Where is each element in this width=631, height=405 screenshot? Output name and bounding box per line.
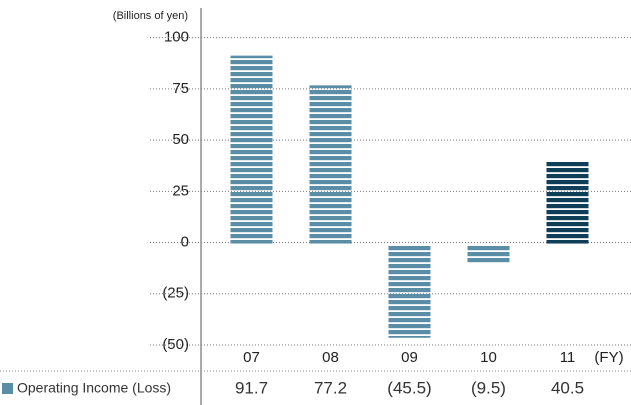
bar (388, 244, 431, 338)
y-tick-label: 75 (172, 80, 189, 97)
bar (230, 55, 273, 244)
x-tick-label: 10 (480, 349, 497, 366)
value-label: 91.7 (235, 378, 268, 397)
bar (467, 244, 510, 265)
y-tick-label: 0 (181, 234, 189, 251)
bar (546, 160, 589, 244)
legend-swatch (2, 383, 13, 394)
legend-label: Operating Income (Loss) (17, 380, 171, 396)
x-tick-label: 09 (401, 349, 418, 366)
y-tick-label: 100 (164, 29, 189, 46)
x-axis-label: (FY) (594, 349, 623, 366)
value-label: (45.5) (387, 378, 431, 397)
value-label: (9.5) (471, 378, 506, 397)
y-axis-label: (Billions of yen) (113, 10, 188, 22)
x-tick-label: 08 (322, 349, 339, 366)
y-tick-label: 25 (172, 182, 189, 199)
y-tick-label: (50) (162, 336, 189, 353)
bar (309, 85, 352, 244)
x-tick-label: 11 (560, 349, 576, 366)
value-label: 77.2 (314, 378, 347, 397)
y-tick-label: (25) (162, 285, 189, 302)
value-label: 40.5 (551, 378, 584, 397)
y-tick-label: 50 (172, 131, 189, 148)
x-tick-label: 07 (243, 349, 260, 366)
